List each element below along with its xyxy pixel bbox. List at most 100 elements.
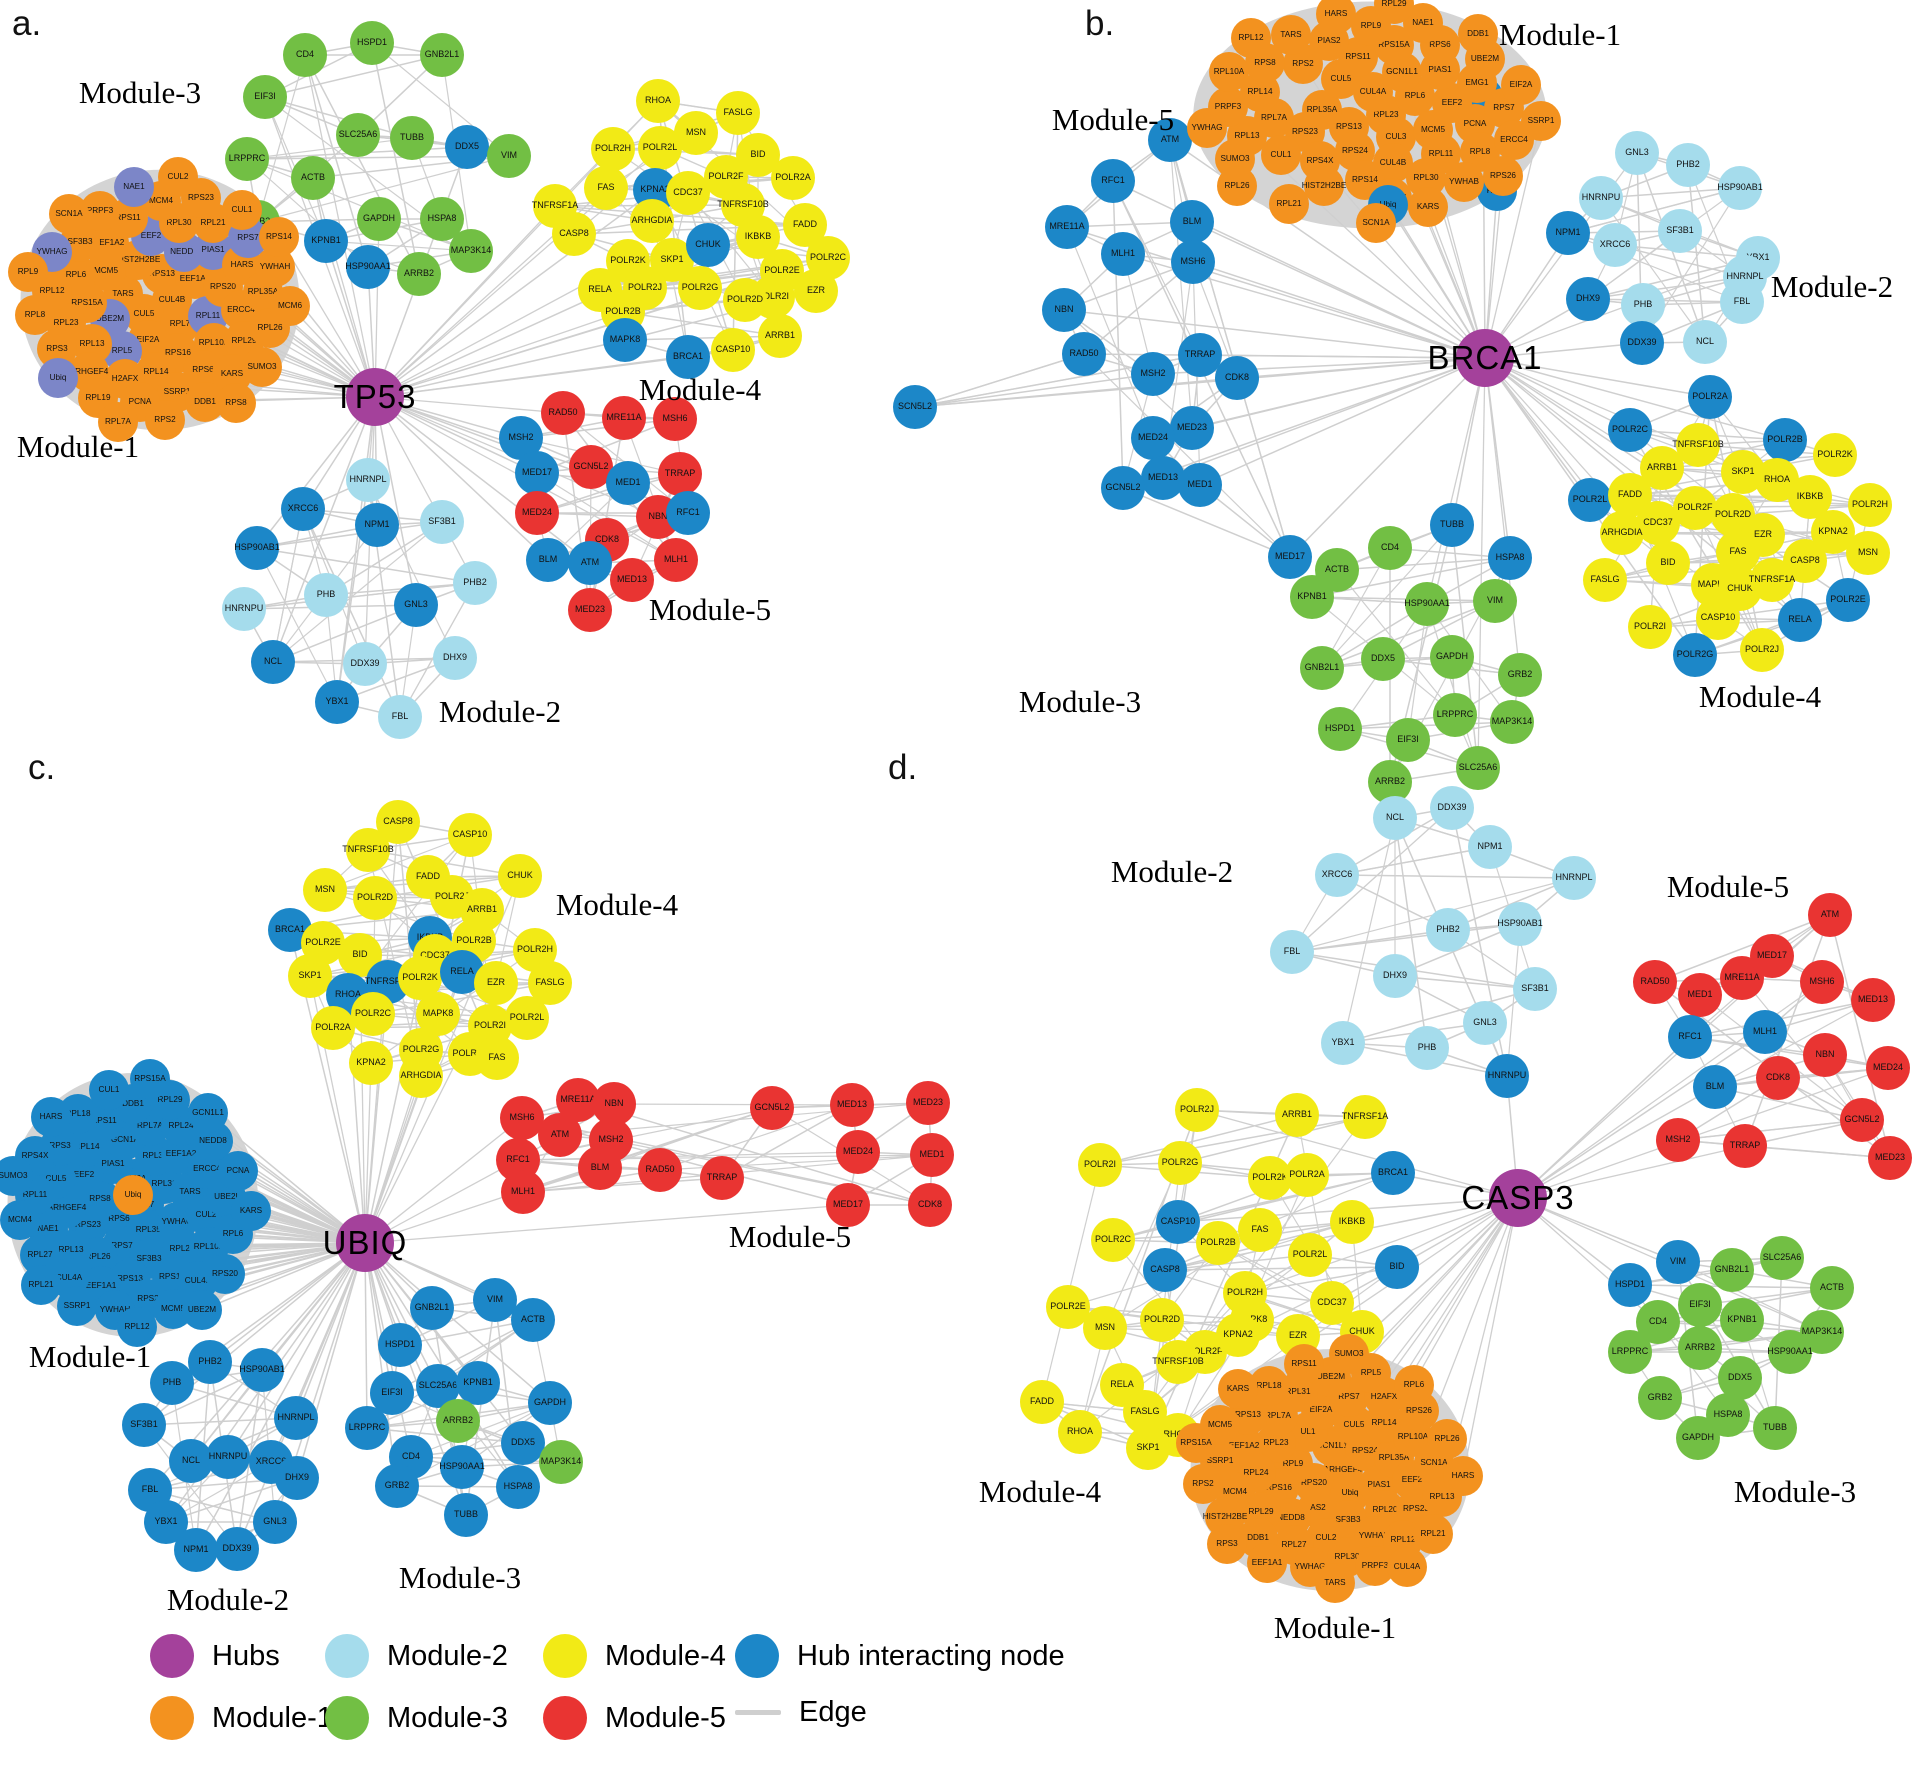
node-SUMO3: SUMO3: [1329, 1334, 1369, 1374]
node-HSPD1: HSPD1: [1608, 1263, 1652, 1307]
node-HSPD1: HSPD1: [1318, 707, 1362, 751]
panel-letter-d: d.: [888, 748, 918, 787]
node-IKBKB: IKBKB: [1330, 1200, 1374, 1244]
node-EIF2A: EIF2A: [1501, 65, 1541, 105]
node-ATM: ATM: [568, 541, 612, 585]
node-DHX9: DHX9: [275, 1456, 319, 1500]
node-RPS2: RPS2: [1183, 1464, 1223, 1504]
node-CUL1: CUL1: [222, 190, 262, 230]
node-CASP10: CASP10: [1156, 1200, 1200, 1244]
node-HIST2H2BE: HIST2H2BE: [1302, 166, 1346, 206]
node-RPL10A: RPL10A: [1209, 52, 1249, 92]
node-DDX5: DDX5: [1361, 637, 1405, 681]
node-CDK8: CDK8: [1215, 356, 1259, 400]
node-NPM1: NPM1: [174, 1528, 218, 1572]
node-GNB2L1: GNB2L1: [1300, 646, 1344, 690]
node-PHB: PHB: [150, 1361, 194, 1405]
node-BLM: BLM: [1170, 200, 1214, 244]
node-EZR: EZR: [474, 961, 518, 1005]
node-POLR2C: POLR2C: [1608, 408, 1652, 452]
node-HSPD1: HSPD1: [378, 1323, 422, 1367]
hub-label-UBIQ: UBIQ: [322, 1224, 408, 1261]
node-NCL: NCL: [1683, 320, 1727, 364]
node-GCN5L2: GCN5L2: [569, 445, 613, 489]
node-SSRP1: SSRP1: [57, 1286, 97, 1326]
node-LRPPRC: LRPPRC: [225, 137, 269, 181]
node-KPNB1: KPNB1: [1290, 575, 1334, 619]
node-BLM: BLM: [578, 1146, 622, 1190]
module-label-module-4-ubiq: Module-4: [555, 887, 679, 922]
node-LRPPRC: LRPPRC: [1433, 693, 1477, 737]
node-POLR2G: POLR2G: [678, 266, 722, 310]
node-POLR2B: POLR2B: [1196, 1221, 1240, 1265]
node-PHB2: PHB2: [1666, 143, 1710, 187]
panel-letter-b: b.: [1085, 4, 1115, 43]
node-GRB2: GRB2: [1638, 1376, 1682, 1420]
node-DHX9: DHX9: [1373, 954, 1417, 998]
node-XRCC6: XRCC6: [1315, 853, 1359, 897]
node-GAPDH: GAPDH: [357, 197, 401, 241]
node-MSN: MSN: [1846, 531, 1890, 575]
node-MED17: MED17: [1268, 535, 1312, 579]
node-EEF1A1: EEF1A1: [1247, 1543, 1287, 1583]
node-GRB2: GRB2: [375, 1464, 419, 1508]
node-TARS: TARS: [1315, 1563, 1355, 1603]
node-SCN1A: SCN1A: [1356, 203, 1396, 243]
node-TNFRSF10B: TNFRSF10B: [1152, 1340, 1204, 1384]
module-label-module-5-tp53: Module-5: [648, 592, 772, 627]
node-ACTB: ACTB: [1810, 1266, 1854, 1310]
node-RFC1: RFC1: [1091, 159, 1135, 203]
node-RPL12: RPL12: [1231, 18, 1271, 58]
node-Ubiq: Ubiq: [113, 1175, 153, 1215]
node-CASP8: CASP8: [552, 212, 596, 256]
node-ARRB1: ARRB1: [1275, 1093, 1319, 1137]
node-ARRB2: ARRB2: [1678, 1326, 1722, 1370]
node-TRRAP: TRRAP: [1723, 1124, 1767, 1168]
node-POLR2D: POLR2D: [353, 876, 397, 920]
node-MED1: MED1: [910, 1133, 954, 1177]
node-HARS: HARS: [1443, 1456, 1483, 1496]
node-MED17: MED17: [1750, 934, 1794, 978]
node-DDB1: DDB1: [1458, 14, 1498, 54]
node-MED17: MED17: [515, 451, 559, 495]
module-label-module-4-brca1: Module-4: [1698, 679, 1822, 714]
node-LRPPRC: LRPPRC: [345, 1406, 389, 1450]
node-DHX9: DHX9: [1566, 277, 1610, 321]
node-SF3B1: SF3B1: [1658, 209, 1702, 253]
module-label-module-2-casp3: Module-2: [1110, 854, 1234, 889]
node-NAE1: NAE1: [114, 167, 154, 207]
panel-letter-c: c.: [28, 748, 56, 787]
node-PRPF3: PRPF3: [1208, 87, 1248, 127]
node-FASLG: FASLG: [1583, 558, 1627, 602]
module-label-module-4-tp53: Module-4: [638, 372, 762, 407]
node-TNFRSF1A: TNFRSF1A: [1749, 558, 1795, 602]
node-POLR2L: POLR2L: [638, 126, 682, 170]
node-MED13: MED13: [830, 1083, 874, 1127]
node-SCN1A: SCN1A: [49, 194, 89, 234]
node-MLH1: MLH1: [501, 1170, 545, 1214]
node-CUL4A: CUL4A: [1387, 1547, 1427, 1587]
node-HNRNPU: HNRNPU: [1579, 176, 1623, 220]
node-GRB2: GRB2: [1498, 653, 1542, 697]
node-GCN5L2: GCN5L2: [750, 1086, 794, 1130]
node-TRRAP: TRRAP: [658, 452, 702, 496]
node-SCN5L2: SCN5L2: [893, 385, 937, 429]
node-MSH6: MSH6: [500, 1096, 544, 1140]
node-MED23: MED23: [568, 588, 612, 632]
node-POLR2J: POLR2J: [1740, 628, 1784, 672]
node-MED24: MED24: [1131, 416, 1175, 460]
node-BRCA1: BRCA1: [666, 335, 710, 379]
node-MSH6: MSH6: [1171, 240, 1215, 284]
node-GCN5L2: GCN5L2: [1101, 466, 1145, 510]
node-GAPDH: GAPDH: [1430, 635, 1474, 679]
node-RPL7A: RPL7A: [98, 402, 138, 442]
node-ARHGDIA: ARHGDIA: [630, 199, 674, 243]
module-label-module-2-ubiq: Module-2: [166, 1582, 290, 1617]
node-HSP90AB1: HSP90AB1: [1717, 166, 1763, 210]
node-MED24: MED24: [1866, 1046, 1910, 1090]
node-NCL: NCL: [1373, 796, 1417, 840]
node-KPNB1: KPNB1: [456, 1361, 500, 1405]
node-CD4: CD4: [283, 33, 327, 77]
node-POLR2H: POLR2H: [1848, 483, 1892, 527]
module-label-module-3-casp3: Module-3: [1733, 1474, 1857, 1509]
